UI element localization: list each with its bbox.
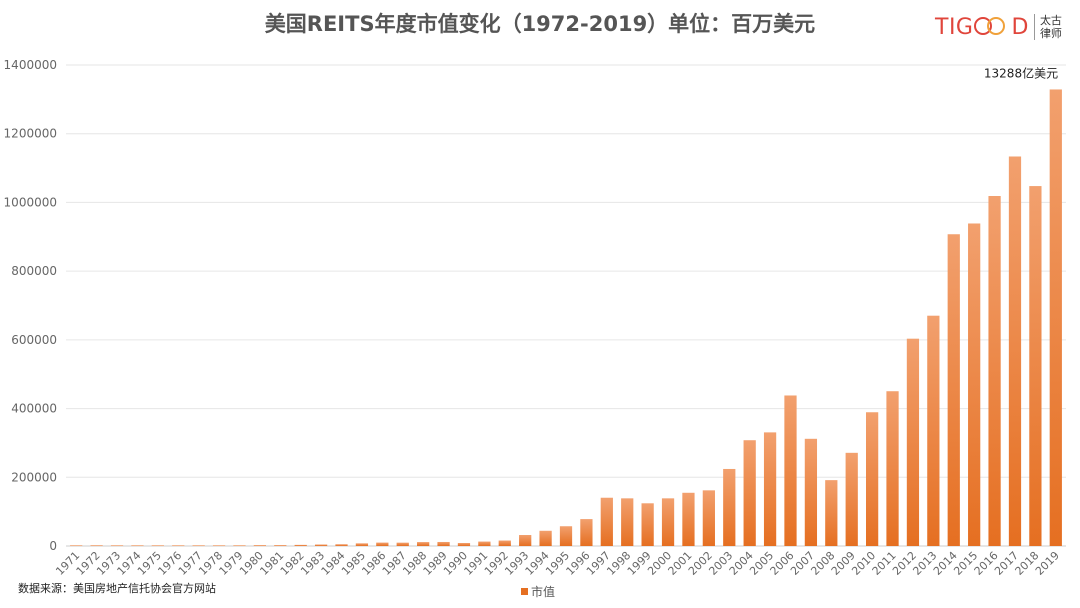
bar	[1049, 89, 1062, 547]
data-annotation: 13288亿美元	[984, 65, 1058, 80]
bar	[90, 545, 103, 546]
bar	[151, 545, 164, 546]
y-tick-label: 1400000	[4, 58, 57, 72]
logo-text-left: TIG	[935, 14, 974, 40]
bar	[947, 234, 960, 546]
bar	[682, 492, 695, 546]
bar	[294, 544, 307, 546]
bar	[763, 432, 777, 546]
legend-label: 市值	[531, 585, 556, 599]
y-axis: 0 200000 400000 600000 800000 1000000 1200000 1…	[4, 58, 57, 553]
y-tick-label: 1000000	[4, 195, 57, 209]
logo-sub-line1: 太古	[1039, 14, 1062, 27]
y-tick-label: 800000	[11, 264, 57, 278]
bar	[519, 535, 532, 546]
bar	[886, 391, 899, 546]
bar	[784, 395, 797, 546]
bar	[621, 498, 634, 546]
bar	[253, 545, 266, 546]
bar	[457, 543, 471, 546]
bar	[743, 440, 756, 546]
chart-title: 美国REITS年度市值变化（1972-2019）单位：百万美元	[264, 12, 816, 36]
gridlines	[66, 64, 1066, 547]
bar	[478, 541, 491, 546]
bar	[376, 542, 389, 546]
bar	[1029, 186, 1042, 546]
bar	[417, 542, 430, 546]
y-tick-label: 0	[49, 539, 57, 553]
logo-circles-icon	[974, 16, 1010, 38]
y-tick-label: 200000	[11, 470, 57, 484]
bar	[641, 503, 654, 546]
bar	[988, 196, 1001, 546]
bars	[70, 89, 1062, 547]
bar	[335, 544, 348, 546]
bar	[70, 545, 83, 546]
logo-sub-line2: 律师	[1039, 27, 1062, 40]
bar	[274, 545, 287, 546]
bar	[314, 544, 328, 546]
bar	[233, 545, 246, 546]
bar	[804, 438, 818, 546]
legend[interactable]: 市值	[521, 583, 555, 600]
brand-logo: TIG D 太古 律师	[935, 12, 1064, 42]
data-source-note: 数据来源：美国房地产信托协会官方网站	[18, 582, 216, 595]
annotations: 13288亿美元	[984, 65, 1058, 80]
bar	[845, 452, 858, 546]
bar	[396, 542, 409, 546]
bar	[355, 543, 369, 546]
y-tick-label: 600000	[11, 333, 57, 347]
bar	[580, 519, 593, 546]
bar	[437, 541, 450, 546]
logo-subtitle: 太古 律师	[1040, 14, 1064, 40]
bar	[172, 545, 185, 546]
bar	[661, 498, 675, 546]
x-axis: 1971197219731974197519761977197819791980…	[53, 549, 1062, 578]
bar	[1008, 156, 1022, 546]
bar	[600, 497, 613, 546]
bar	[559, 526, 573, 546]
bar	[498, 540, 511, 546]
bar	[723, 468, 736, 546]
bar	[702, 490, 715, 546]
bar	[110, 545, 124, 546]
bar	[968, 223, 981, 546]
bar	[212, 545, 226, 546]
legend-swatch	[521, 588, 528, 595]
logo-text-right: D	[1011, 14, 1029, 40]
bar	[539, 530, 552, 546]
bar	[825, 480, 838, 546]
bar	[927, 315, 940, 546]
bar	[866, 412, 879, 546]
y-tick-label: 1200000	[4, 127, 57, 141]
bar	[131, 545, 144, 546]
logo-divider	[1033, 14, 1035, 40]
x-tick-label: 2019	[1033, 549, 1062, 578]
bar	[192, 545, 205, 546]
bar	[906, 338, 920, 546]
y-tick-label: 400000	[11, 402, 57, 416]
